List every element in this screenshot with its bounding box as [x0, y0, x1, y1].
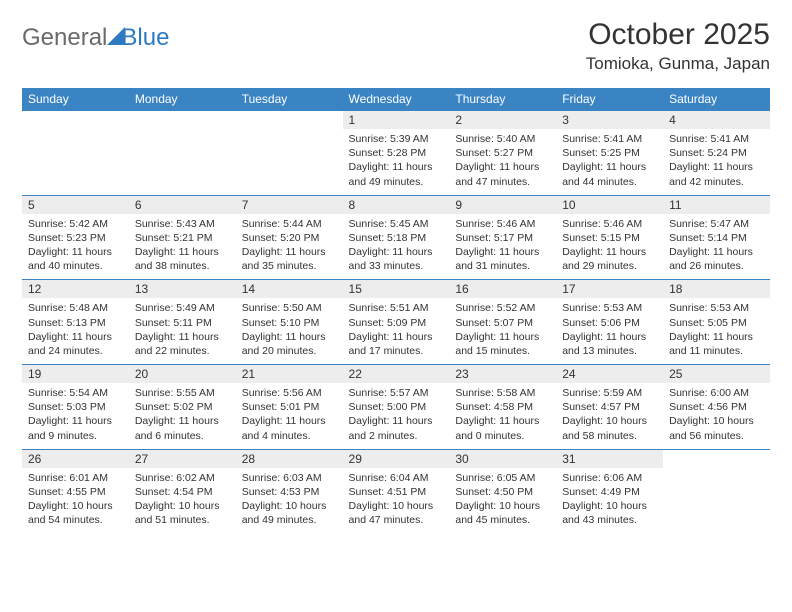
day-detail-cell: Sunrise: 5:43 AMSunset: 5:21 PMDaylight:… — [129, 214, 236, 280]
day-number-cell: 5 — [22, 195, 129, 214]
day-detail-cell: Sunrise: 5:46 AMSunset: 5:17 PMDaylight:… — [449, 214, 556, 280]
day-number-cell — [22, 111, 129, 130]
day-number-cell: 10 — [556, 195, 663, 214]
detail-row: Sunrise: 5:39 AMSunset: 5:28 PMDaylight:… — [22, 129, 770, 195]
day-number-cell: 15 — [343, 280, 450, 299]
logo: General Blue — [22, 24, 169, 52]
day-detail-cell: Sunrise: 5:48 AMSunset: 5:13 PMDaylight:… — [22, 298, 129, 364]
day-detail-cell: Sunrise: 5:57 AMSunset: 5:00 PMDaylight:… — [343, 383, 450, 449]
detail-row: Sunrise: 5:48 AMSunset: 5:13 PMDaylight:… — [22, 298, 770, 364]
daynum-row: 567891011 — [22, 195, 770, 214]
day-detail-cell: Sunrise: 5:51 AMSunset: 5:09 PMDaylight:… — [343, 298, 450, 364]
day-detail-cell: Sunrise: 5:59 AMSunset: 4:57 PMDaylight:… — [556, 383, 663, 449]
day-number-cell: 22 — [343, 365, 450, 384]
day-number-cell: 24 — [556, 365, 663, 384]
day-number-cell: 14 — [236, 280, 343, 299]
day-number-cell: 4 — [663, 111, 770, 130]
weekday-header: Wednesday — [343, 88, 450, 111]
weekday-header: Tuesday — [236, 88, 343, 111]
day-detail-cell: Sunrise: 5:46 AMSunset: 5:15 PMDaylight:… — [556, 214, 663, 280]
day-detail-cell: Sunrise: 5:56 AMSunset: 5:01 PMDaylight:… — [236, 383, 343, 449]
weekday-header-row: Sunday Monday Tuesday Wednesday Thursday… — [22, 88, 770, 111]
day-detail-cell: Sunrise: 5:41 AMSunset: 5:24 PMDaylight:… — [663, 129, 770, 195]
day-detail-cell: Sunrise: 5:39 AMSunset: 5:28 PMDaylight:… — [343, 129, 450, 195]
weekday-header: Saturday — [663, 88, 770, 111]
day-number-cell: 27 — [129, 449, 236, 468]
calendar-table: Sunday Monday Tuesday Wednesday Thursday… — [22, 88, 770, 533]
day-number-cell: 30 — [449, 449, 556, 468]
day-detail-cell: Sunrise: 5:55 AMSunset: 5:02 PMDaylight:… — [129, 383, 236, 449]
day-detail-cell: Sunrise: 6:00 AMSunset: 4:56 PMDaylight:… — [663, 383, 770, 449]
day-number-cell — [663, 449, 770, 468]
weekday-header: Sunday — [22, 88, 129, 111]
day-number-cell: 23 — [449, 365, 556, 384]
day-detail-cell — [663, 468, 770, 534]
weekday-header: Friday — [556, 88, 663, 111]
day-number-cell: 25 — [663, 365, 770, 384]
day-number-cell: 26 — [22, 449, 129, 468]
day-detail-cell: Sunrise: 5:45 AMSunset: 5:18 PMDaylight:… — [343, 214, 450, 280]
day-detail-cell: Sunrise: 6:03 AMSunset: 4:53 PMDaylight:… — [236, 468, 343, 534]
title-block: October 2025 Tomioka, Gunma, Japan — [586, 18, 770, 74]
day-number-cell: 29 — [343, 449, 450, 468]
day-number-cell: 1 — [343, 111, 450, 130]
detail-row: Sunrise: 5:54 AMSunset: 5:03 PMDaylight:… — [22, 383, 770, 449]
day-number-cell: 8 — [343, 195, 450, 214]
day-number-cell: 6 — [129, 195, 236, 214]
day-number-cell: 19 — [22, 365, 129, 384]
day-detail-cell — [22, 129, 129, 195]
day-detail-cell: Sunrise: 6:06 AMSunset: 4:49 PMDaylight:… — [556, 468, 663, 534]
day-detail-cell: Sunrise: 5:42 AMSunset: 5:23 PMDaylight:… — [22, 214, 129, 280]
logo-text-general: General — [22, 24, 107, 52]
day-number-cell: 11 — [663, 195, 770, 214]
month-title: October 2025 — [586, 18, 770, 52]
daynum-row: 12131415161718 — [22, 280, 770, 299]
day-number-cell: 12 — [22, 280, 129, 299]
detail-row: Sunrise: 5:42 AMSunset: 5:23 PMDaylight:… — [22, 214, 770, 280]
daynum-row: 1234 — [22, 111, 770, 130]
day-number-cell: 2 — [449, 111, 556, 130]
day-number-cell: 3 — [556, 111, 663, 130]
day-number-cell — [236, 111, 343, 130]
day-number-cell: 31 — [556, 449, 663, 468]
day-detail-cell: Sunrise: 6:05 AMSunset: 4:50 PMDaylight:… — [449, 468, 556, 534]
day-detail-cell: Sunrise: 6:02 AMSunset: 4:54 PMDaylight:… — [129, 468, 236, 534]
day-number-cell: 21 — [236, 365, 343, 384]
daynum-row: 262728293031 — [22, 449, 770, 468]
day-number-cell: 7 — [236, 195, 343, 214]
day-number-cell — [129, 111, 236, 130]
day-detail-cell: Sunrise: 5:44 AMSunset: 5:20 PMDaylight:… — [236, 214, 343, 280]
day-number-cell: 20 — [129, 365, 236, 384]
day-detail-cell: Sunrise: 6:04 AMSunset: 4:51 PMDaylight:… — [343, 468, 450, 534]
day-detail-cell — [129, 129, 236, 195]
day-detail-cell: Sunrise: 5:47 AMSunset: 5:14 PMDaylight:… — [663, 214, 770, 280]
day-detail-cell: Sunrise: 6:01 AMSunset: 4:55 PMDaylight:… — [22, 468, 129, 534]
day-number-cell: 28 — [236, 449, 343, 468]
day-number-cell: 9 — [449, 195, 556, 214]
day-detail-cell: Sunrise: 5:52 AMSunset: 5:07 PMDaylight:… — [449, 298, 556, 364]
day-detail-cell: Sunrise: 5:40 AMSunset: 5:27 PMDaylight:… — [449, 129, 556, 195]
day-detail-cell — [236, 129, 343, 195]
location: Tomioka, Gunma, Japan — [586, 54, 770, 74]
weekday-header: Monday — [129, 88, 236, 111]
day-detail-cell: Sunrise: 5:58 AMSunset: 4:58 PMDaylight:… — [449, 383, 556, 449]
day-detail-cell: Sunrise: 5:41 AMSunset: 5:25 PMDaylight:… — [556, 129, 663, 195]
day-detail-cell: Sunrise: 5:50 AMSunset: 5:10 PMDaylight:… — [236, 298, 343, 364]
header: General Blue October 2025 Tomioka, Gunma… — [22, 18, 770, 74]
day-number-cell: 13 — [129, 280, 236, 299]
daynum-row: 19202122232425 — [22, 365, 770, 384]
logo-text-blue: Blue — [121, 24, 169, 52]
day-detail-cell: Sunrise: 5:49 AMSunset: 5:11 PMDaylight:… — [129, 298, 236, 364]
weekday-header: Thursday — [449, 88, 556, 111]
day-detail-cell: Sunrise: 5:53 AMSunset: 5:06 PMDaylight:… — [556, 298, 663, 364]
day-number-cell: 16 — [449, 280, 556, 299]
day-number-cell: 18 — [663, 280, 770, 299]
day-detail-cell: Sunrise: 5:54 AMSunset: 5:03 PMDaylight:… — [22, 383, 129, 449]
detail-row: Sunrise: 6:01 AMSunset: 4:55 PMDaylight:… — [22, 468, 770, 534]
day-detail-cell: Sunrise: 5:53 AMSunset: 5:05 PMDaylight:… — [663, 298, 770, 364]
day-number-cell: 17 — [556, 280, 663, 299]
